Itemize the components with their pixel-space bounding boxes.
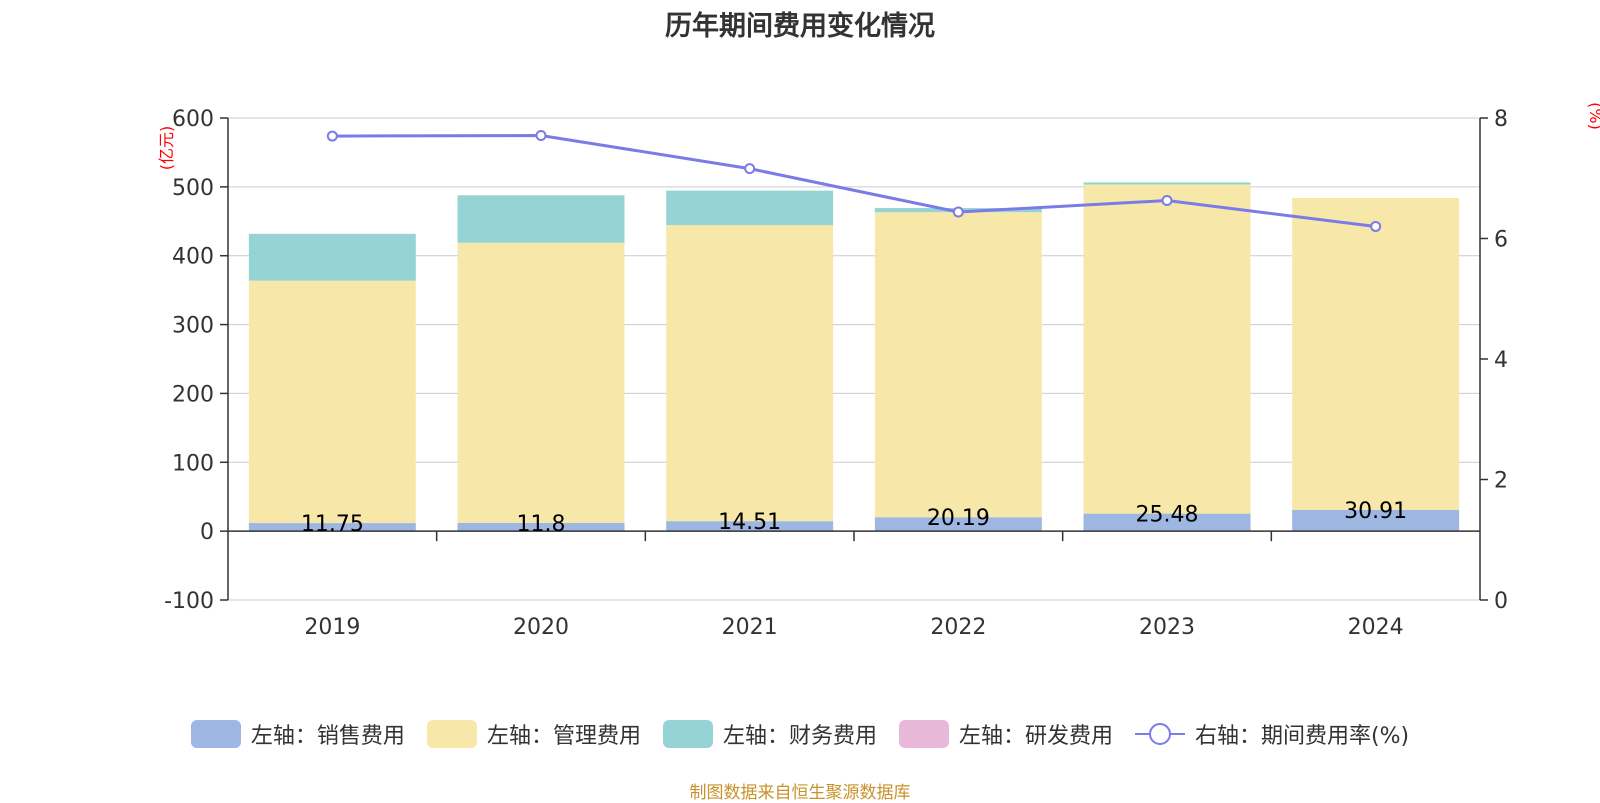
bar-segment (457, 195, 625, 243)
rate-point (326, 130, 338, 142)
left-axis-tick-label: 600 (172, 107, 214, 132)
bar-data-label: 20.19 (927, 506, 990, 531)
legend-item[interactable]: 左轴：财务费用 (662, 718, 877, 750)
category-label: 2023 (1139, 615, 1195, 640)
bar-segment (1083, 182, 1251, 185)
bar-data-label: 30.91 (1344, 499, 1407, 524)
bars-layer (248, 182, 1460, 532)
rate-point (535, 129, 547, 141)
bar-data-label: 11.8 (517, 512, 566, 537)
rate-point (744, 163, 756, 175)
bar-segment (248, 280, 416, 524)
legend-label: 左轴：管理费用 (486, 724, 641, 749)
right-axis-tick-label: 4 (1494, 348, 1508, 373)
bar-segment (248, 523, 416, 532)
right-axis-tick-label: 0 (1494, 589, 1508, 614)
right-axis-tick-label: 2 (1494, 469, 1508, 494)
rate-point (952, 206, 964, 218)
bar-segment (1083, 184, 1251, 514)
bar-data-label: 14.51 (718, 510, 781, 535)
bar-segment (457, 242, 625, 524)
bar-data-label: 11.75 (301, 512, 364, 537)
grid-layer (228, 117, 1480, 601)
axes-layer: 600 500 400 300 200 100 0 -100 8 6 4 2 0 (亿元) (%) 2019 2… (157, 102, 1600, 640)
rate-line (332, 133, 1376, 228)
left-axis-tick-label: 500 (172, 176, 214, 201)
right-axis-unit-label: (%) (1586, 102, 1600, 130)
legend-line-marker (1134, 720, 1185, 748)
bar-data-label: 25.48 (1136, 503, 1199, 528)
bar-segment (457, 523, 625, 532)
category-label: 2020 (513, 615, 569, 640)
left-axis-tick-label: 100 (172, 451, 214, 476)
line-layer (326, 129, 1382, 232)
bar-segment (248, 233, 416, 281)
bar-segment (666, 225, 834, 522)
bar-segment (1083, 513, 1251, 532)
bar-segment (874, 517, 1042, 532)
category-label: 2022 (930, 615, 986, 640)
bar-segment (666, 190, 834, 226)
source-note: 制图数据来自恒生聚源数据库 (689, 783, 911, 803)
rate-point (1161, 195, 1173, 207)
labels-layer: 11.75 11.8 14.51 20.19 25.48 30.91 (301, 499, 1407, 537)
category-label: 2019 (304, 615, 360, 640)
legend-label: 右轴：期间费用率(%) (1194, 724, 1410, 749)
chart-svg: 600 500 400 300 200 100 0 -100 8 6 4 2 0 (亿元) (%) 2019 2… (157, 102, 1600, 640)
left-axis-tick-label: 0 (200, 520, 214, 545)
category-label: 2021 (722, 615, 778, 640)
rate-point (1370, 220, 1382, 232)
bar-segment (1292, 197, 1460, 510)
legend-item[interactable]: 左轴：研发费用 (898, 718, 1113, 750)
legend-item[interactable]: 左轴：管理费用 (426, 718, 641, 750)
category-label: 2024 (1348, 615, 1404, 640)
legend-item[interactable]: 左轴：销售费用 (190, 718, 405, 750)
left-axis-tick-label: -100 (164, 589, 214, 614)
chart-title: 历年期间费用变化情况 (665, 11, 935, 42)
legend-swatch (190, 720, 241, 748)
left-axis-unit-label: (亿元) (157, 126, 176, 171)
legend-item[interactable]: 右轴：期间费用率(%) (1134, 718, 1410, 750)
right-axis-tick-label: 8 (1494, 107, 1508, 132)
left-axis-tick-label: 300 (172, 314, 214, 339)
legend-label: 左轴：销售费用 (250, 724, 405, 749)
bar-segment (666, 521, 834, 532)
legend-swatch (898, 720, 949, 748)
legend-label: 左轴：研发费用 (958, 724, 1113, 749)
legend: 左轴：销售费用 左轴：管理费用 左轴：财务费用 左轴：研发费用 右轴：期间费用率(%) (0, 718, 1600, 750)
right-axis-tick-label: 6 (1494, 228, 1508, 253)
left-axis-tick-label: 200 (172, 382, 214, 407)
legend-swatch (662, 720, 713, 748)
legend-swatch (426, 720, 477, 748)
legend-label: 左轴：财务费用 (722, 724, 877, 749)
left-axis-tick-label: 400 (172, 245, 214, 270)
bar-segment (1292, 509, 1460, 532)
bar-segment (874, 212, 1042, 518)
